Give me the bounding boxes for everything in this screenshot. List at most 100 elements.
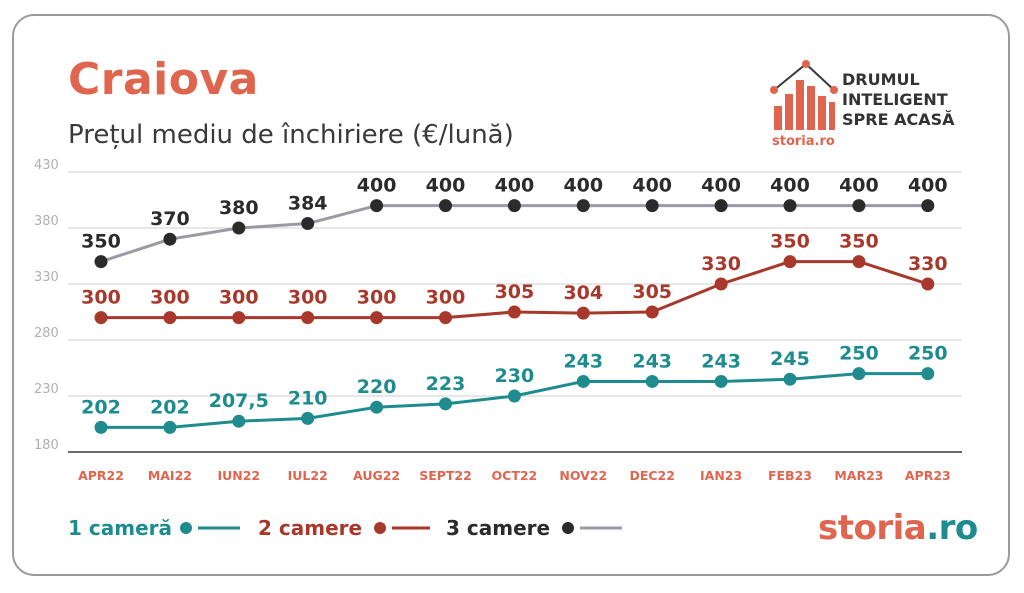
data-point [232, 311, 246, 325]
data-label: 245 [770, 348, 810, 370]
data-point [783, 372, 797, 386]
data-point [921, 367, 935, 381]
data-point [301, 311, 315, 325]
x-tick-label: IAN23 [700, 468, 742, 483]
data-label: 400 [908, 175, 948, 197]
x-tick-label: DEC22 [629, 468, 674, 483]
data-label: 400 [426, 175, 466, 197]
x-tick-label: APR22 [78, 468, 124, 483]
data-label: 250 [908, 343, 948, 365]
data-point [576, 374, 590, 388]
y-tick-label: 280 [34, 326, 59, 341]
data-point [645, 199, 659, 213]
x-tick-label: OCT22 [492, 468, 538, 483]
data-point [439, 199, 452, 213]
data-label: 400 [770, 175, 810, 197]
legend-marker-1-camera [180, 522, 240, 534]
tagline: DRUMUL INTELIGENT SPRE ACASĂ [842, 70, 954, 130]
footer-brand-main: storia [818, 508, 927, 548]
x-tick-label: NOV22 [559, 468, 607, 483]
footer-brand-logo: storia.ro [818, 508, 978, 548]
data-label: 300 [357, 287, 397, 309]
data-label: 220 [357, 376, 397, 398]
data-point [507, 389, 521, 403]
data-point [301, 411, 315, 425]
data-label: 243 [563, 350, 603, 372]
y-tick-label: 380 [34, 214, 59, 229]
data-point [576, 199, 590, 213]
data-point [94, 420, 108, 434]
data-label: 305 [632, 281, 672, 303]
x-tick-label: APR23 [905, 468, 951, 483]
x-tick-label: SEPT22 [419, 468, 472, 483]
data-label: 305 [495, 281, 535, 303]
data-label: 350 [81, 231, 121, 253]
data-label: 384 [288, 193, 328, 215]
data-label: 400 [839, 175, 879, 197]
y-tick-label: 430 [34, 158, 59, 173]
data-label: 230 [495, 365, 535, 387]
y-tick-label: 330 [34, 270, 59, 285]
data-point [163, 311, 177, 325]
legend-item-2-camere: 2 camere [258, 515, 432, 541]
data-point [714, 277, 728, 291]
data-point [163, 420, 177, 434]
x-tick-label: IUL22 [288, 468, 328, 483]
data-point [232, 221, 246, 235]
data-point [852, 367, 866, 381]
data-point [163, 232, 177, 246]
house-logo-icon [770, 60, 838, 130]
footer-brand-suffix: .ro [926, 508, 978, 548]
chart-subtitle: Prețul mediu de închiriere (€/lună) [68, 120, 514, 150]
data-label: 350 [839, 231, 879, 253]
data-point [370, 199, 384, 213]
x-tick-label: MAI22 [148, 468, 192, 483]
data-point [94, 255, 108, 269]
data-label: 300 [150, 287, 190, 309]
data-point [576, 306, 590, 320]
data-label: 300 [81, 287, 121, 309]
chart-card [12, 14, 1010, 576]
data-point [507, 305, 521, 319]
y-tick-label: 180 [34, 438, 59, 453]
data-point [714, 374, 728, 388]
tagline-line-2: INTELIGENT [842, 90, 948, 109]
legend-marker-3-camere [562, 522, 623, 534]
data-label: 304 [563, 282, 603, 304]
data-point [852, 255, 866, 269]
data-label: 300 [426, 287, 466, 309]
data-label: 300 [219, 287, 259, 309]
data-label: 207,5 [209, 390, 269, 412]
data-point [714, 199, 728, 213]
data-label: 202 [81, 396, 121, 418]
data-point [439, 311, 452, 325]
data-point [370, 311, 384, 325]
data-label: 400 [495, 175, 535, 197]
legend-label-3-camere: 3 camere [446, 516, 551, 540]
data-point [94, 311, 108, 325]
tagline-line-3: SPRE ACASĂ [842, 110, 955, 129]
data-point [232, 414, 246, 428]
data-point [645, 374, 659, 388]
data-label: 243 [632, 350, 672, 372]
x-tick-label: IUN22 [217, 468, 260, 483]
data-point [783, 199, 797, 213]
data-label: 370 [150, 208, 190, 230]
data-point [921, 277, 935, 291]
data-label: 300 [288, 287, 328, 309]
logo-brand-text: storia.ro [772, 134, 835, 149]
data-point [370, 400, 384, 414]
legend-item-1-camera: 1 cameră [68, 515, 242, 541]
tagline-line-1: DRUMUL [842, 70, 920, 89]
x-tick-label: AUG22 [353, 468, 400, 483]
x-tick-label: MAR23 [834, 468, 883, 483]
data-point [507, 199, 521, 213]
data-point [439, 397, 452, 411]
data-label: 210 [288, 387, 328, 409]
data-label: 250 [839, 343, 879, 365]
data-label: 330 [908, 253, 948, 275]
legend-marker-2-camere [374, 522, 431, 534]
data-point [645, 305, 659, 319]
x-tick-label: FEB23 [768, 468, 812, 483]
